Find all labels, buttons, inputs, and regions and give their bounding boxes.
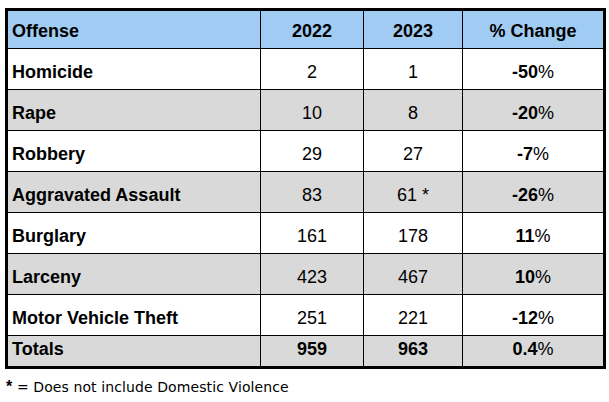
percent-sign: %	[538, 185, 554, 205]
value-2023-cell: 467	[364, 254, 463, 295]
value-2023-cell: 1	[364, 49, 463, 90]
value-2022-cell: 29	[261, 131, 364, 172]
value-2023-cell: 221	[364, 295, 463, 336]
percent-change-value: -20	[512, 103, 538, 123]
offense-cell: Homicide	[8, 49, 261, 90]
percent-change-value: 11	[515, 226, 534, 246]
table-row-homicide: Homicide 2 1 -50%	[8, 49, 604, 90]
offense-cell: Larceny	[8, 254, 261, 295]
col-header-percent-change: % Change	[463, 11, 604, 49]
offense-cell: Rape	[8, 90, 261, 131]
percent-change-cell: -26%	[463, 172, 604, 213]
value-2022-cell: 83	[261, 172, 364, 213]
percent-sign: %	[538, 103, 554, 123]
col-header-2023: 2023	[364, 11, 463, 49]
value-2022-cell: 161	[261, 213, 364, 254]
percent-change-value: -7	[517, 144, 533, 164]
percent-change-cell: 10%	[463, 254, 604, 295]
value-2023-cell: 8	[364, 90, 463, 131]
value-2023-cell: 27	[364, 131, 463, 172]
percent-sign: %	[538, 339, 554, 359]
totals-label-cell: Totals	[8, 336, 261, 367]
header-row: Offense 2022 2023 % Change	[8, 11, 604, 49]
totals-2022-cell: 959	[261, 336, 364, 367]
percent-change-cell: -50%	[463, 49, 604, 90]
footnote: * = Does not include Domestic Violence	[6, 378, 289, 396]
percent-sign: %	[538, 62, 554, 82]
offense-cell: Burglary	[8, 213, 261, 254]
value-2023-cell: 178	[364, 213, 463, 254]
table-row-burglary: Burglary 161 178 11%	[8, 213, 604, 254]
table-row-larceny: Larceny 423 467 10%	[8, 254, 604, 295]
offense-table: Offense 2022 2023 % Change Homicide 2 1 …	[7, 10, 604, 367]
table-row-robbery: Robbery 29 27 -7%	[8, 131, 604, 172]
page: Offense 2022 2023 % Change Homicide 2 1 …	[0, 0, 609, 402]
totals-2023-cell: 963	[364, 336, 463, 367]
percent-change-value: 0.4	[512, 339, 537, 359]
col-header-2022: 2022	[261, 11, 364, 49]
table-row-rape: Rape 10 8 -20%	[8, 90, 604, 131]
percent-change-cell: -20%	[463, 90, 604, 131]
footnote-text: = Does not include Domestic Violence	[12, 379, 288, 395]
value-2022-cell: 251	[261, 295, 364, 336]
offense-cell: Motor Vehicle Theft	[8, 295, 261, 336]
crime-statistics-table: Offense 2022 2023 % Change Homicide 2 1 …	[5, 8, 606, 369]
percent-change-value: -50	[512, 62, 538, 82]
table-row-motor-vehicle-theft: Motor Vehicle Theft 251 221 -12%	[8, 295, 604, 336]
percent-change-cell: -7%	[463, 131, 604, 172]
percent-change-value: -12	[512, 308, 538, 328]
percent-change-value: 10	[515, 267, 535, 287]
percent-change-cell: -12%	[463, 295, 604, 336]
col-header-offense: Offense	[8, 11, 261, 49]
value-2023-cell: 61 *	[364, 172, 463, 213]
percent-sign: %	[533, 144, 549, 164]
percent-sign: %	[535, 226, 551, 246]
offense-cell: Aggravated Assault	[8, 172, 261, 213]
percent-change-value: -26	[512, 185, 538, 205]
percent-change-cell: 11%	[463, 213, 604, 254]
totals-percent-change-cell: 0.4%	[463, 336, 604, 367]
value-2022-cell: 423	[261, 254, 364, 295]
table-row-aggravated-assault: Aggravated Assault 83 61 * -26%	[8, 172, 604, 213]
value-2022-cell: 2	[261, 49, 364, 90]
table-row-totals: Totals 959 963 0.4%	[8, 336, 604, 367]
offense-cell: Robbery	[8, 131, 261, 172]
percent-sign: %	[538, 308, 554, 328]
percent-sign: %	[535, 267, 551, 287]
value-2022-cell: 10	[261, 90, 364, 131]
